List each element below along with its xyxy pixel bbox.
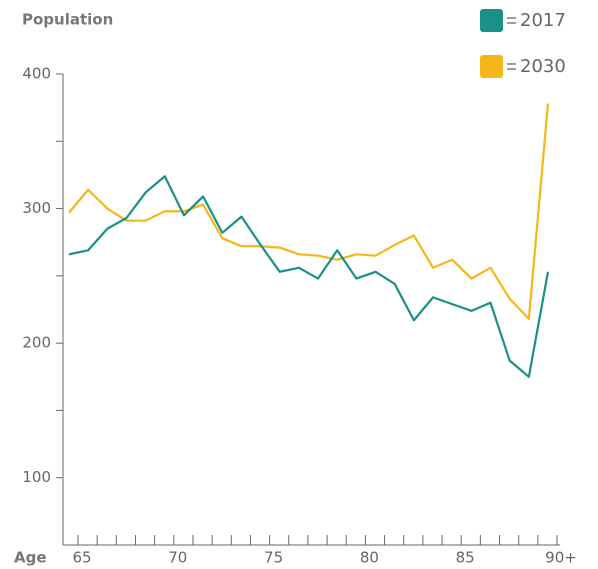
x-tick-label: 80 [360,549,379,567]
y-tick-label: 200 [22,334,51,352]
x-tick-label: 65 [72,549,91,567]
series-line [68,103,550,321]
x-tick-label: 70 [168,549,187,567]
legend-label: 2017 [520,10,566,31]
x-tick-label: 85 [456,549,475,567]
legend-label: 2030 [520,56,566,77]
chart-title: Population [22,11,113,29]
series-line [68,175,550,378]
y-tick-label: 400 [22,65,51,83]
x-tick-label: 90+ [545,549,577,567]
legend-swatch [480,9,503,32]
x-tick-label: 75 [264,549,283,567]
y-tick-label: 100 [22,468,51,486]
x-axis-label: Age [14,549,47,567]
y-tick-label: 300 [22,199,51,217]
legend-swatch [480,55,503,78]
